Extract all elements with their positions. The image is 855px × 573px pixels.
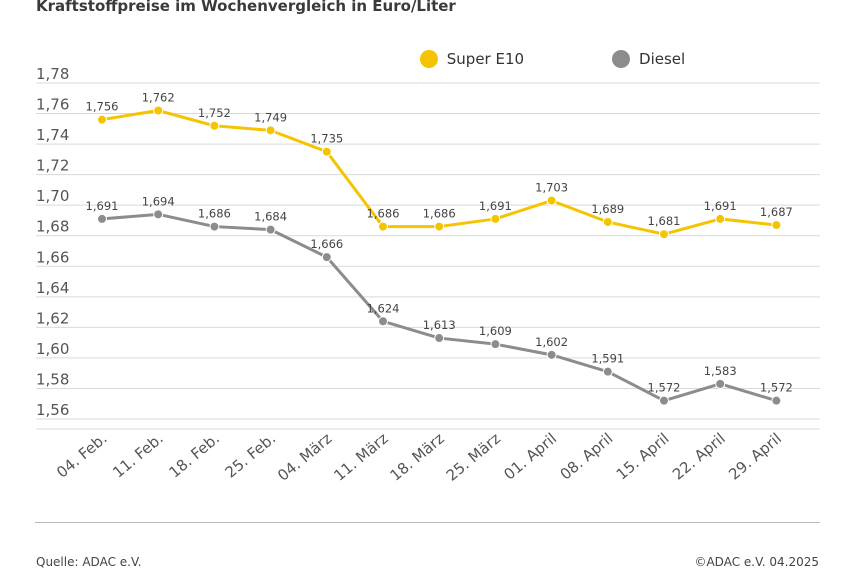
- data-label-super: 1,752: [198, 106, 231, 120]
- data-point-diesel: [378, 316, 388, 327]
- x-tick-label: 18. März: [387, 429, 448, 485]
- data-label-super: 1,687: [760, 205, 793, 219]
- x-tick-label: 04. Feb.: [53, 429, 110, 481]
- x-tick-label: 04. März: [274, 429, 335, 485]
- series-line-diesel: [101, 212, 777, 403]
- data-point-super: [546, 195, 557, 206]
- legend-label-super: Super E10: [446, 50, 525, 68]
- y-tick-label: 1,64: [36, 279, 69, 297]
- y-tick-label: 1,74: [36, 126, 69, 144]
- y-tick-label: 1,76: [36, 96, 69, 114]
- chart-title: Kraftstoffpreise im Wochenvergleich in E…: [36, 0, 456, 15]
- data-point-diesel: [715, 378, 726, 389]
- data-point-diesel: [97, 213, 107, 224]
- data-point-super: [378, 221, 388, 232]
- data-point-super: [97, 114, 107, 125]
- copyright-note: ©ADAC e.V. 04.2025: [694, 555, 819, 569]
- data-point-diesel: [434, 333, 445, 344]
- data-label-diesel: 1,666: [310, 237, 343, 251]
- x-tick-label: 11. Feb.: [109, 429, 166, 481]
- y-tick-label: 1,78: [36, 65, 69, 83]
- y-tick-label: 1,70: [36, 187, 69, 205]
- legend-swatch-diesel: [612, 50, 631, 68]
- data-label-diesel: 1,624: [367, 301, 400, 315]
- data-label-super: 1,689: [591, 202, 624, 216]
- data-label-super: 1,756: [86, 100, 119, 114]
- data-label-super: 1,762: [142, 90, 175, 104]
- x-tick-label: 08. April: [557, 429, 617, 483]
- x-tick-label: 22. April: [669, 429, 729, 483]
- x-tick-label: 18. Feb.: [165, 429, 222, 481]
- data-point-super: [771, 220, 782, 231]
- data-label-diesel: 1,583: [704, 364, 737, 378]
- data-label-super: 1,686: [367, 207, 400, 221]
- y-tick-label: 1,56: [36, 401, 69, 419]
- data-point-diesel: [771, 395, 782, 406]
- data-point-diesel: [602, 366, 613, 377]
- data-label-super: 1,691: [704, 199, 737, 213]
- x-tick-label: 15. April: [613, 429, 673, 483]
- data-point-super: [265, 125, 276, 136]
- data-label-diesel: 1,572: [648, 381, 681, 395]
- data-label-diesel: 1,591: [591, 352, 624, 366]
- data-point-diesel: [546, 349, 557, 360]
- data-label-diesel: 1,691: [86, 199, 119, 213]
- legend-label-diesel: Diesel: [639, 50, 686, 68]
- data-point-super: [490, 213, 501, 224]
- data-label-diesel: 1,694: [142, 194, 175, 208]
- legend-item-super: Super E10: [170, 50, 524, 68]
- x-tick-label: 01. April: [500, 429, 560, 483]
- x-tick-label: 11. März: [330, 429, 391, 485]
- y-tick-label: 1,66: [36, 248, 69, 266]
- data-point-super: [209, 120, 220, 131]
- data-label-diesel: 1,572: [760, 381, 793, 395]
- data-point-diesel: [153, 209, 164, 220]
- x-tick-label: 25. März: [443, 429, 504, 485]
- data-label-diesel: 1,613: [423, 318, 456, 332]
- data-label-diesel: 1,609: [479, 324, 512, 338]
- data-label-diesel: 1,684: [254, 210, 287, 224]
- data-label-super: 1,691: [479, 199, 512, 213]
- data-point-super: [153, 105, 164, 116]
- legend: Super E10 Diesel: [0, 50, 855, 68]
- data-point-super: [715, 213, 726, 224]
- footer-divider: [35, 522, 820, 523]
- data-point-diesel: [265, 224, 276, 235]
- data-point-diesel: [321, 252, 332, 263]
- y-tick-label: 1,68: [36, 218, 69, 236]
- data-label-super: 1,686: [423, 207, 456, 221]
- data-point-super: [321, 146, 332, 157]
- data-label-super: 1,749: [254, 110, 287, 124]
- data-label-super: 1,703: [535, 181, 568, 195]
- x-tick-label: 25. Feb.: [222, 429, 279, 481]
- y-tick-label: 1,60: [36, 340, 69, 358]
- legend-item-diesel: Diesel: [542, 50, 685, 68]
- data-point-diesel: [490, 339, 501, 350]
- y-tick-label: 1,62: [36, 309, 69, 327]
- data-label-super: 1,681: [648, 214, 681, 228]
- data-label-super: 1,735: [310, 132, 343, 146]
- legend-swatch-super: [419, 50, 438, 68]
- data-point-super: [434, 221, 445, 232]
- data-point-diesel: [659, 395, 669, 406]
- data-label-diesel: 1,686: [198, 207, 231, 221]
- y-tick-label: 1,72: [36, 157, 69, 175]
- y-tick-label: 1,58: [36, 370, 69, 388]
- data-point-super: [602, 216, 613, 227]
- data-point-diesel: [209, 221, 220, 232]
- data-label-diesel: 1,602: [535, 335, 568, 349]
- x-tick-label: 29. April: [725, 429, 785, 483]
- source-note: Quelle: ADAC e.V.: [36, 555, 142, 569]
- data-point-super: [659, 229, 669, 240]
